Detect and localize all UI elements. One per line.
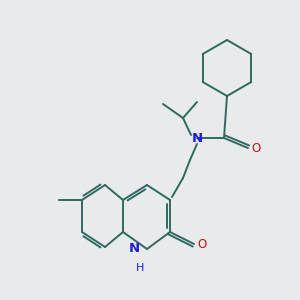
Text: O: O [251, 142, 260, 154]
Text: O: O [197, 238, 206, 250]
Text: H: H [136, 263, 144, 273]
Text: N: N [129, 242, 140, 256]
Text: N: N [191, 131, 203, 145]
